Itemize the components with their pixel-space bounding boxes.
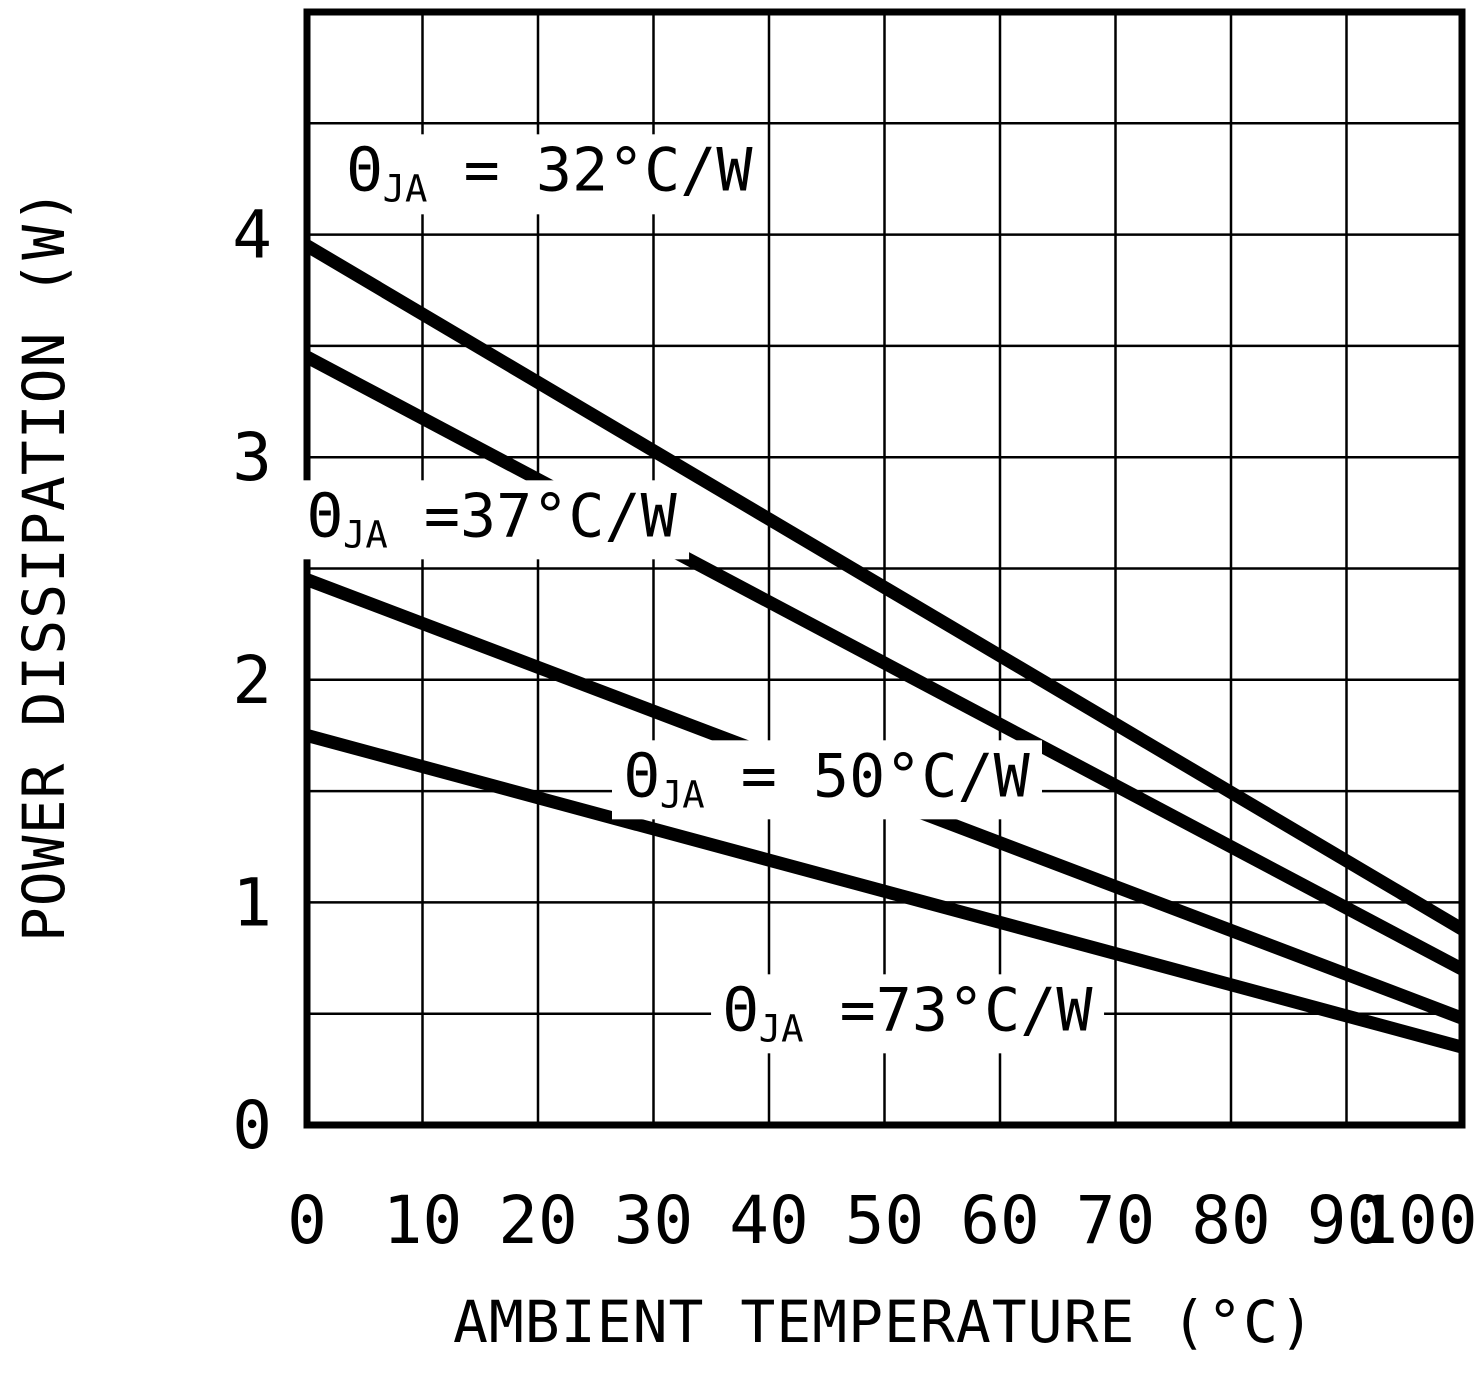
curve-label-theta-ja-73: ΘJA =73°C/W <box>710 974 1105 1054</box>
curve-label-theta-ja-32: ΘJA = 32°C/W <box>334 134 765 215</box>
y-tick-label: 3 <box>232 419 272 496</box>
theta-subscript: JA <box>342 511 388 556</box>
y-tick-label: 2 <box>232 642 272 719</box>
series-line-theta-ja-73 <box>305 729 1464 1054</box>
curve-label-theta-ja-37: ΘJA =37°C/W <box>294 479 689 560</box>
theta-symbol: Θ <box>623 741 660 812</box>
x-tick-label: 80 <box>1191 1182 1270 1259</box>
theta-symbol: Θ <box>346 135 383 206</box>
theta-subscript: JA <box>382 166 428 211</box>
y-axis-title: POWER DISSIPATION (W) <box>10 187 78 943</box>
x-tick-label: 40 <box>729 1182 808 1259</box>
theta-subscript: JA <box>758 1006 804 1051</box>
y-tick-label: 4 <box>232 197 272 274</box>
theta-value-text: = 50°C/W <box>704 741 1030 812</box>
x-tick-label: 60 <box>960 1182 1039 1259</box>
x-axis-title: AMBIENT TEMPERATURE (°C) <box>452 1288 1316 1356</box>
theta-subscript: JA <box>659 772 705 817</box>
theta-value-text: =37°C/W <box>387 480 677 551</box>
x-tick-label: 70 <box>1076 1182 1155 1259</box>
plot-border <box>303 8 1466 1129</box>
series-line-theta-ja-37 <box>303 351 1466 975</box>
y-tick-label: 0 <box>232 1087 272 1164</box>
theta-symbol: Θ <box>306 480 343 551</box>
x-tick-label: 50 <box>845 1182 924 1259</box>
series-line-theta-ja-32 <box>303 240 1466 935</box>
x-tick-label: 10 <box>383 1182 462 1259</box>
theta-value-text: =73°C/W <box>803 975 1093 1046</box>
x-tick-label: 0 <box>287 1182 327 1259</box>
theta-symbol: Θ <box>722 975 759 1046</box>
x-tick-label: 100 <box>1358 1182 1475 1259</box>
theta-value-text: = 32°C/W <box>427 135 753 206</box>
x-tick-label: 30 <box>614 1182 693 1259</box>
y-tick-label: 1 <box>232 864 272 941</box>
x-tick-label: 90 <box>1307 1182 1386 1259</box>
x-tick-label: 20 <box>498 1182 577 1259</box>
curve-label-theta-ja-50: ΘJA = 50°C/W <box>611 740 1042 820</box>
